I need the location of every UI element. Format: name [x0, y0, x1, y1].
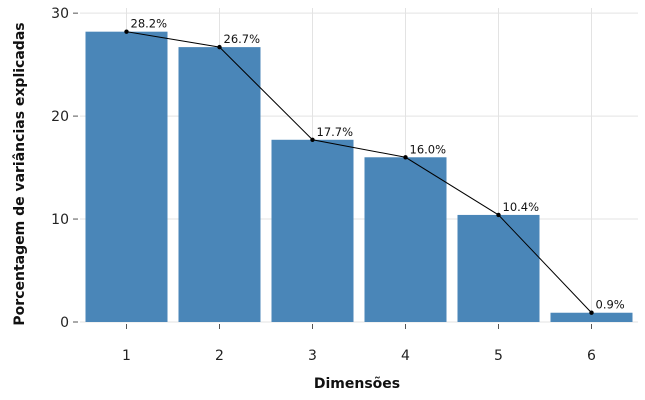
x-tick-label: 4: [401, 348, 410, 364]
axis-layer: 0 10 20 30 1 2 3 4 5 6: [51, 6, 596, 364]
line-layer: [124, 29, 594, 315]
scree-point: [217, 44, 222, 50]
y-tick-label: 30: [51, 6, 69, 22]
data-label: 28.2%: [131, 17, 168, 31]
x-tick-label: 1: [122, 348, 131, 364]
bar: [85, 31, 168, 323]
data-label: 10.4%: [503, 200, 540, 214]
bar: [178, 47, 261, 323]
scree-point: [496, 212, 501, 218]
bar-layer: [85, 31, 633, 323]
scree-point: [589, 310, 594, 315]
x-tick-label: 3: [308, 348, 317, 364]
y-tick-label: 0: [60, 315, 69, 331]
scree-point: [403, 155, 408, 160]
bar: [364, 157, 447, 322]
x-tick-label: 2: [215, 348, 224, 364]
data-label: 0.9%: [596, 298, 625, 312]
x-tick-label: 6: [587, 348, 596, 364]
bar: [457, 214, 540, 322]
data-label: 17.7%: [317, 125, 354, 139]
data-label: 16.0%: [410, 142, 447, 156]
x-axis-title: Dimensões: [314, 376, 400, 392]
scree-point: [310, 137, 315, 142]
y-tick-label: 10: [51, 212, 69, 228]
y-axis-title: Porcentagem de variâncias explicadas: [12, 22, 28, 325]
scree-line: [126, 31, 592, 314]
bar: [271, 139, 354, 322]
data-label-layer: 28.2% 26.7% 17.7% 16.0% 10.4% 0.9%: [131, 17, 625, 312]
y-tick-label: 20: [51, 109, 69, 125]
scree-point: [124, 29, 129, 34]
x-tick-label: 5: [494, 348, 503, 364]
bar: [550, 312, 633, 322]
data-label: 26.7%: [224, 32, 261, 46]
